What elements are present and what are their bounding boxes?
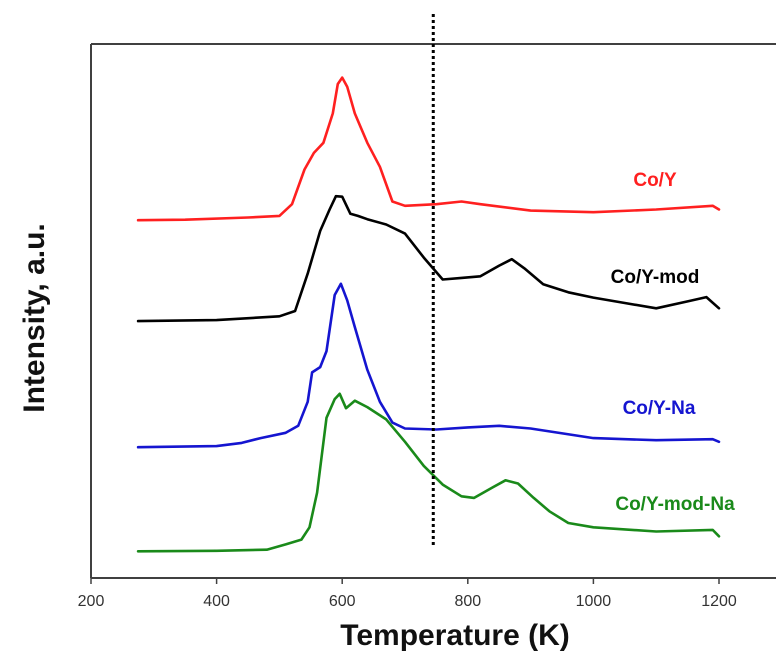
series-line	[136, 76, 721, 222]
series-line	[136, 194, 721, 323]
x-tick-label: 800	[454, 593, 481, 610]
x-axis-label: Temperature (K)	[340, 619, 569, 652]
series-label: Co/Y-mod	[611, 267, 700, 288]
x-tick-label: 400	[203, 593, 230, 610]
x-tick-layer: 200 400 600 800 1000 1200	[78, 578, 737, 610]
series-layer	[136, 14, 721, 553]
series-line	[136, 282, 721, 449]
series-line	[136, 392, 721, 553]
series-label-layer: Co/Y Co/Y-mod Co/Y-Na Co/Y-mod-Na	[611, 170, 735, 515]
series-label: Co/Y-mod-Na	[615, 494, 735, 515]
series-label: Co/Y	[633, 170, 677, 191]
series-label: Co/Y-Na	[623, 398, 696, 419]
y-axis-label: Intensity, a.u.	[18, 223, 51, 412]
x-tick-label: 200	[78, 593, 105, 610]
x-tick-label: 600	[329, 593, 356, 610]
x-tick-label: 1200	[701, 593, 737, 610]
x-tick-label: 1000	[576, 593, 612, 610]
